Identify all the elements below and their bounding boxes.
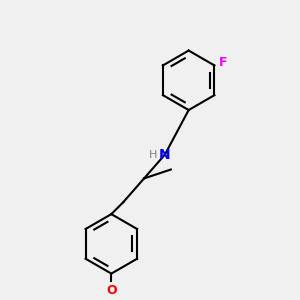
Text: N: N [159,148,171,162]
Text: H: H [149,150,158,160]
Text: F: F [219,56,227,69]
Text: O: O [106,284,117,297]
